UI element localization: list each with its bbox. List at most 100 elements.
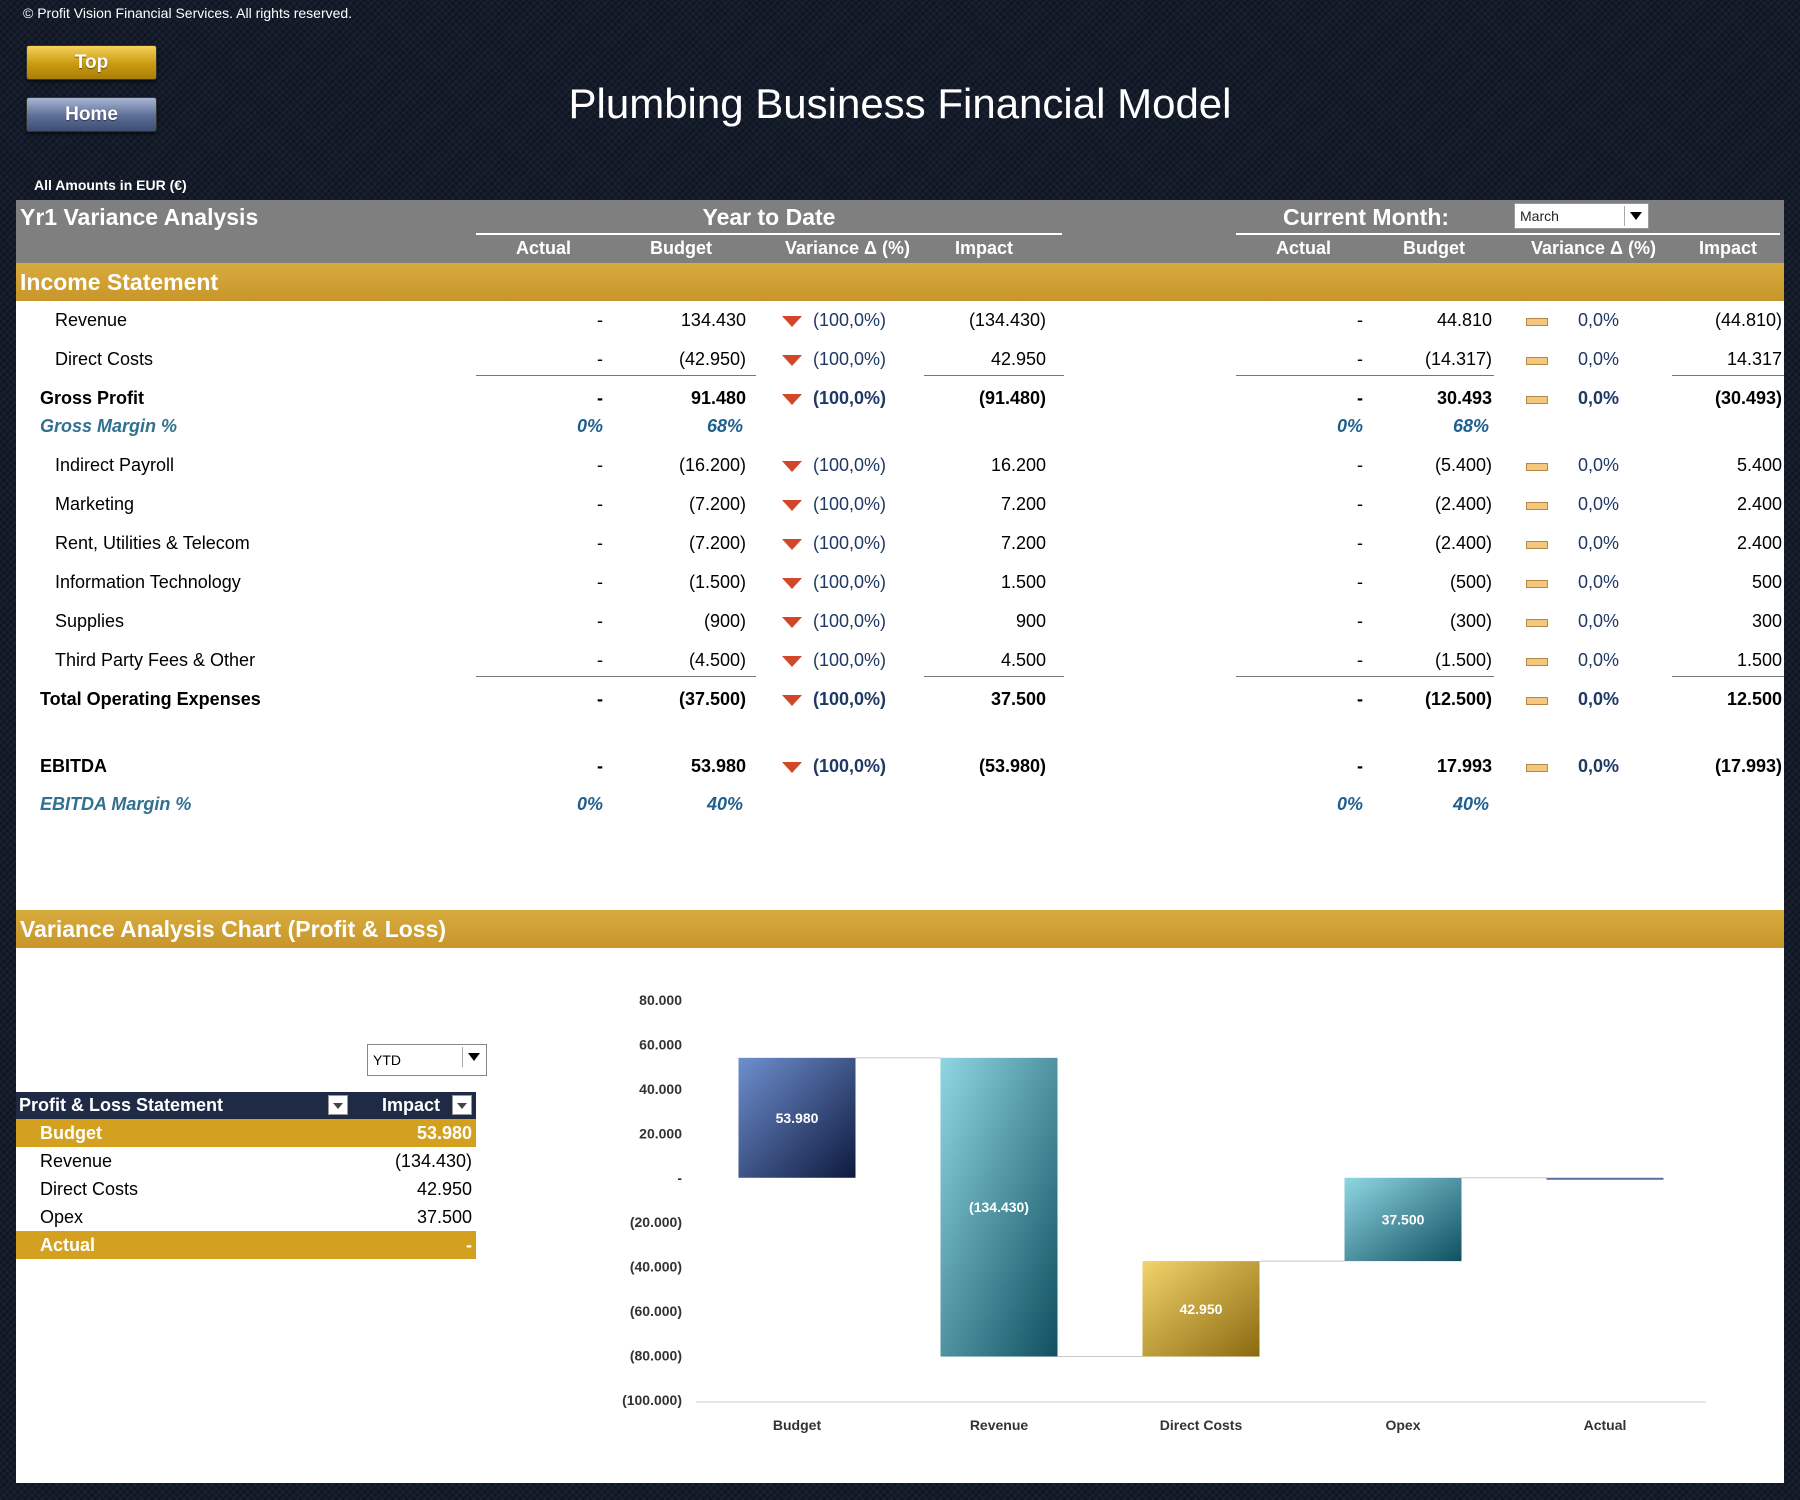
- subtotal-underline: [924, 375, 1064, 376]
- subtotal-underline: [1672, 676, 1784, 677]
- ytd-actual: -: [597, 349, 603, 369]
- x-tick-label: Direct Costs: [1160, 1417, 1243, 1433]
- y-tick-label: (20.000): [630, 1214, 682, 1230]
- ytd-actual: -: [597, 572, 603, 592]
- cm-actual: -: [1357, 494, 1363, 514]
- col-ytd-impact: Impact: [955, 238, 1014, 258]
- row-label: Information Technology: [55, 572, 241, 592]
- pl-col-impact: Impact: [382, 1095, 441, 1115]
- down-arrow-icon: [782, 539, 802, 550]
- table-row: Gross Profit - 91.480 (100,0%) (91.480) - 30.4…: [16, 384, 1784, 414]
- subtotal-underline: [476, 375, 756, 376]
- cm-budget: (12.500): [1424, 689, 1492, 709]
- neutral-bar-icon: [1526, 619, 1548, 627]
- table-row: EBITDA Margin % 0% 40% 0% 40%: [16, 790, 1784, 820]
- period-dropdown[interactable]: YTD: [367, 1044, 487, 1076]
- cm-budget: (1.500): [1434, 650, 1492, 670]
- cm-actual: -: [1357, 689, 1363, 709]
- cm-budget: (2.400): [1434, 494, 1492, 514]
- ytd-actual: -: [597, 756, 603, 776]
- neutral-bar-icon: [1526, 318, 1548, 326]
- cm-budget: (300): [1449, 611, 1492, 631]
- ytd-actual: -: [597, 533, 603, 553]
- ytd-variance: (100,0%): [813, 388, 887, 408]
- cm-variance: 0,0%: [1578, 572, 1620, 592]
- ytd-budget: 134.430: [680, 310, 746, 330]
- ytd-variance: (100,0%): [813, 533, 887, 553]
- variance-waterfall-chart: 80.000 60.000 40.000 20.000 - (20.000) (40.000…: [606, 970, 1726, 1455]
- cm-budget: (500): [1449, 572, 1492, 592]
- pl-row-label: Revenue: [40, 1151, 113, 1171]
- down-arrow-icon: [782, 617, 802, 628]
- analysis-header: Yr1 Variance Analysis Year to Date Curre…: [16, 200, 1784, 263]
- col-cm-variance: Variance Δ (%): [1531, 238, 1656, 258]
- filter-dropdown-icon[interactable]: [452, 1095, 472, 1115]
- chevron-down-icon[interactable]: [1624, 206, 1646, 226]
- row-label: Total Operating Expenses: [40, 689, 261, 709]
- ytd-impact: 900: [1015, 611, 1046, 631]
- bar-actual: [1546, 1177, 1664, 1180]
- subtotal-underline: [476, 676, 756, 677]
- cm-variance: 0,0%: [1578, 494, 1620, 514]
- ytd-budget: 53.980: [690, 756, 746, 776]
- y-tick-label: 40.000: [639, 1081, 682, 1097]
- ytd-actual: -: [597, 310, 603, 330]
- top-button[interactable]: Top: [26, 45, 157, 80]
- cm-variance: 0,0%: [1578, 533, 1620, 553]
- cm-variance: 0,0%: [1578, 756, 1620, 776]
- list-item: Revenue (134.430): [16, 1147, 476, 1175]
- down-arrow-icon: [782, 695, 802, 706]
- table-row: Information Technology - (1.500) (100,0%) 1.…: [16, 568, 1784, 598]
- cm-actual: -: [1357, 533, 1363, 553]
- table-row: Indirect Payroll - (16.200) (100,0%) 16.200 -…: [16, 451, 1784, 481]
- cm-impact: 1.500: [1736, 650, 1782, 670]
- pl-row-label: Budget: [40, 1123, 102, 1143]
- ytd-impact: (53.980): [978, 756, 1046, 776]
- ytd-label: Year to Date: [702, 204, 836, 230]
- row-label: Marketing: [55, 494, 135, 514]
- chevron-down-icon[interactable]: [462, 1047, 484, 1067]
- filter-dropdown-icon[interactable]: [328, 1095, 348, 1115]
- ytd-actual-margin: 0%: [576, 416, 603, 436]
- col-cm-budget: Budget: [1403, 238, 1465, 258]
- ytd-variance: (100,0%): [813, 572, 887, 592]
- bar-opex: [1344, 1177, 1462, 1262]
- list-item: Opex 37.500: [16, 1203, 476, 1231]
- row-label: Rent, Utilities & Telecom: [55, 533, 250, 553]
- col-ytd-variance: Variance Δ (%): [785, 238, 910, 258]
- cm-impact: (17.993): [1714, 756, 1782, 776]
- col-ytd-budget: Budget: [650, 238, 712, 258]
- ytd-actual: -: [597, 689, 603, 709]
- ytd-impact: 42.950: [990, 349, 1046, 369]
- cm-budget: (14.317): [1424, 349, 1492, 369]
- data-label: 53.980: [776, 1110, 819, 1126]
- ytd-budget: (4.500): [688, 650, 746, 670]
- row-label: Supplies: [55, 611, 125, 631]
- ytd-actual: -: [597, 611, 603, 631]
- neutral-bar-icon: [1526, 580, 1548, 588]
- cm-actual: -: [1357, 310, 1363, 330]
- pl-row-label: Opex: [40, 1207, 84, 1227]
- col-cm-actual: Actual: [1276, 238, 1332, 258]
- cm-actual: -: [1357, 611, 1363, 631]
- cm-actual: -: [1357, 650, 1363, 670]
- y-tick-label: 80.000: [639, 992, 682, 1008]
- subtotal-underline: [1236, 375, 1494, 376]
- cm-variance: 0,0%: [1578, 349, 1620, 369]
- ytd-variance: (100,0%): [813, 455, 887, 475]
- month-dropdown[interactable]: March: [1514, 203, 1649, 229]
- analysis-title: Yr1 Variance Analysis: [20, 204, 259, 230]
- cm-actual: -: [1357, 388, 1363, 408]
- list-item: Budget 53.980: [16, 1119, 476, 1147]
- month-selected-value: March: [1520, 208, 1559, 224]
- list-item: Actual -: [16, 1231, 476, 1259]
- y-tick-label: (100.000): [622, 1392, 682, 1408]
- subtotal-underline: [1672, 375, 1784, 376]
- table-row: Revenue - 134.430 (100,0%) (134.430) - 44.810 0…: [16, 306, 1784, 336]
- ytd-actual-margin: 0%: [576, 794, 603, 814]
- col-cm-impact: Impact: [1699, 238, 1758, 258]
- row-label: EBITDA Margin %: [40, 794, 192, 814]
- ytd-budget: (900): [703, 611, 746, 631]
- home-button[interactable]: Home: [26, 97, 157, 132]
- ytd-variance: (100,0%): [813, 689, 887, 709]
